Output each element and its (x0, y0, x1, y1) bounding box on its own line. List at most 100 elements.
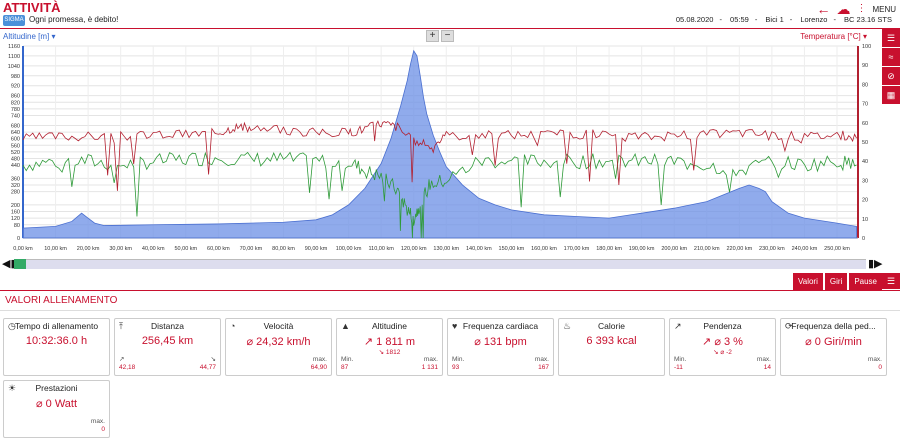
stat-right-label: max. (867, 356, 882, 363)
stat-value: ⌀ 131 bpm (474, 336, 527, 348)
stat-title: Frequenza della ped... (791, 321, 876, 331)
divider (0, 310, 900, 311)
left-tick-label: 1160 (8, 44, 20, 50)
ride-time: 05:59 (730, 15, 749, 24)
stat-title: Tempo di allenamento (14, 321, 99, 331)
menu-button[interactable]: MENU (872, 4, 896, 14)
stat-right-value: 64,90 (310, 364, 327, 371)
stat-card[interactable]: ◔ Velocità ⌀ 24,32 km/h max. 64,90 (225, 318, 332, 376)
stat-card[interactable]: ◷ Tempo di allenamento 10:32:36.0 h (3, 318, 110, 376)
stat-left-value: 93 (452, 364, 460, 371)
left-tick-label: 680 (11, 123, 20, 129)
left-tick-label: 80 (14, 223, 20, 229)
stat-left-value: -11 (674, 364, 683, 371)
play-prev-icon[interactable]: ◀▮ (2, 258, 17, 270)
right-tick-label: 20 (862, 198, 868, 204)
right-tick-label: 80 (862, 82, 868, 88)
clock-icon: ◷ (8, 321, 16, 331)
x-tick-label: 20,00 km (77, 246, 100, 252)
tab-pause[interactable]: Pause (849, 273, 882, 290)
right-tick-label: 100 (862, 44, 871, 50)
list-icon[interactable]: ☰ (882, 29, 900, 47)
right-tick-label: 0 (862, 236, 865, 242)
stat-sub: ↘ 1812 (378, 349, 401, 356)
cloud-icon[interactable]: ☁ (836, 1, 851, 17)
left-tick-label: 860 (11, 94, 20, 100)
stat-title: Velocità (263, 321, 294, 331)
x-tick-label: 80,00 km (272, 246, 295, 252)
zoom-out-button[interactable]: − (441, 30, 454, 42)
stat-card[interactable]: ⤒ Distanza 256,45 km ↗ 42,18 ↘ 44,77 (114, 318, 221, 376)
left-tick-label: 600 (11, 137, 20, 143)
left-tick-label: 160 (11, 210, 20, 216)
stat-card[interactable]: ☀ Prestazioni ⌀ 0 Watt max. 0 (3, 380, 110, 438)
stat-left-label: Min. (452, 356, 465, 363)
list-view-icon[interactable]: ☰ (882, 273, 900, 289)
ride-info: 05.08.2020- 05:59- Bici 1- Lorenzo - BC 2… (675, 15, 892, 24)
left-tick-label: 320 (11, 183, 20, 189)
back-arrow-icon[interactable]: ← (816, 1, 831, 17)
top-bar: ATTIVITÀ SIGMA Ogni promessa, è debito! … (0, 0, 900, 28)
stat-card[interactable]: ⟳ Frequenza della ped... ⌀ 0 Giri/min max. 0 (780, 318, 887, 376)
left-tick-label: 640 (11, 130, 20, 136)
heart-rate-line (22, 151, 857, 239)
left-tick-label: 280 (11, 190, 20, 196)
ride-bike: Bici 1 (765, 15, 784, 24)
x-tick-label: 210,00 km (694, 246, 720, 252)
right-axis-select[interactable]: Temperatura [°C] ▾ (800, 32, 867, 41)
left-axis-select[interactable]: Altitudine [m] ▾ (3, 32, 56, 41)
stat-card[interactable]: ♥ Frequenza cardiaca ⌀ 131 bpm Min. 93 max. 16… (447, 318, 554, 376)
activity-chart[interactable]: 0801201602002803203604404805205606006406… (0, 42, 880, 254)
x-tick-label: 0,00 km (13, 246, 33, 252)
stat-right-label: max. (756, 356, 771, 363)
stat-right-value: 167 (538, 364, 549, 371)
right-tick-label: 90 (862, 63, 868, 69)
scrub-track[interactable] (14, 259, 866, 269)
ride-user: Lorenzo (800, 15, 828, 24)
right-tick-label: 30 (862, 178, 868, 184)
tab-valori[interactable]: Valori (793, 273, 823, 290)
page-title: ATTIVITÀ (3, 0, 61, 15)
stat-title: Distanza (150, 321, 185, 331)
bar-chart-icon[interactable]: ▦ (882, 86, 900, 104)
divider (0, 290, 900, 291)
x-tick-label: 40,00 km (142, 246, 165, 252)
stat-left-label: ↗ (119, 356, 125, 363)
left-tick-label: 520 (11, 150, 20, 156)
left-tick-label: 820 (11, 100, 20, 106)
tab-giri[interactable]: Giri (824, 273, 848, 290)
stat-right-value: 44,77 (199, 364, 216, 371)
left-tick-label: 120 (11, 216, 20, 222)
x-tick-label: 250,00 km (824, 246, 850, 252)
stat-card[interactable]: ♨ Calorie 6 393 kcal (558, 318, 665, 376)
motto-text: Ogni promessa, è debito! (29, 15, 119, 24)
cadence-icon: ⟳ (785, 321, 793, 331)
scrub-handle[interactable] (14, 259, 26, 269)
line-chart-icon[interactable]: ≈ (882, 48, 900, 66)
x-tick-label: 50,00 km (174, 246, 197, 252)
left-tick-label: 360 (11, 176, 20, 182)
more-vert-icon[interactable]: ⋮ (856, 3, 867, 14)
x-tick-label: 200,00 km (661, 246, 687, 252)
x-tick-label: 150,00 km (499, 246, 525, 252)
stat-sub: ↘ ⌀ -2 (713, 349, 732, 356)
no-overlay-icon[interactable]: ⊘ (882, 67, 900, 85)
stat-right-label: max. (90, 418, 105, 425)
slope-icon: ↗ (674, 321, 682, 331)
left-tick-label: 1040 (8, 64, 20, 70)
left-tick-label: 740 (11, 114, 20, 120)
x-tick-label: 230,00 km (759, 246, 785, 252)
stat-right-value: 1 131 (421, 364, 438, 371)
play-next-icon[interactable]: ▮▶ (868, 258, 883, 270)
zoom-in-button[interactable]: + (426, 30, 439, 42)
stat-card[interactable]: ↗ Pendenza ↗ ⌀ 3 % ↘ ⌀ -2 Min. -11 max. 14 (669, 318, 776, 376)
stat-left-label: Min. (341, 356, 354, 363)
stat-title: Altitudine (372, 321, 407, 331)
stat-right-label: max. (423, 356, 438, 363)
distance-icon: ⤒ (119, 321, 123, 331)
stat-value: ⌀ 0 Giri/min (805, 336, 862, 348)
stat-card[interactable]: ▲ Altitudine ↗ 1 811 m ↘ 1812 Min. 87 max. 1 13… (336, 318, 443, 376)
left-tick-label: 200 (11, 203, 20, 209)
x-tick-label: 240,00 km (792, 246, 818, 252)
stat-title: Prestazioni (35, 383, 78, 393)
